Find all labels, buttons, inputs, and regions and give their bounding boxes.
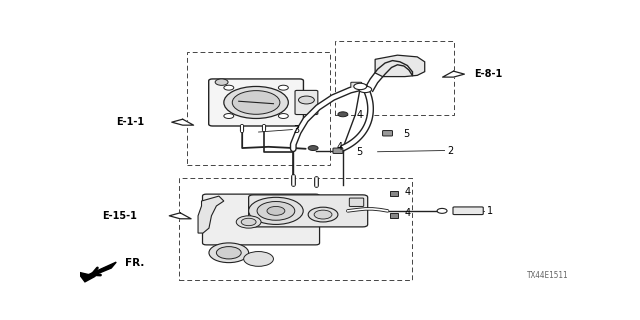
Text: 3: 3 bbox=[293, 124, 300, 135]
FancyBboxPatch shape bbox=[383, 131, 392, 136]
Circle shape bbox=[278, 114, 288, 118]
Circle shape bbox=[236, 216, 261, 228]
Polygon shape bbox=[443, 71, 465, 77]
Text: 5: 5 bbox=[403, 130, 410, 140]
Circle shape bbox=[298, 96, 314, 104]
FancyBboxPatch shape bbox=[349, 198, 364, 206]
Text: E-8-1: E-8-1 bbox=[474, 69, 502, 79]
Circle shape bbox=[232, 91, 280, 114]
Polygon shape bbox=[198, 196, 224, 233]
Circle shape bbox=[215, 79, 228, 85]
Text: E-1-1: E-1-1 bbox=[116, 117, 145, 127]
FancyBboxPatch shape bbox=[248, 195, 367, 227]
FancyBboxPatch shape bbox=[202, 194, 319, 245]
FancyBboxPatch shape bbox=[351, 82, 362, 89]
Bar bbox=[335, 41, 454, 115]
Polygon shape bbox=[172, 119, 193, 125]
Polygon shape bbox=[77, 272, 95, 282]
Text: 4: 4 bbox=[405, 208, 411, 218]
Circle shape bbox=[278, 85, 288, 90]
Circle shape bbox=[244, 252, 273, 266]
Circle shape bbox=[224, 114, 234, 118]
FancyBboxPatch shape bbox=[390, 213, 399, 218]
Circle shape bbox=[308, 146, 318, 150]
Bar bbox=[187, 52, 330, 165]
Circle shape bbox=[308, 207, 338, 222]
FancyBboxPatch shape bbox=[453, 207, 483, 215]
Text: 4: 4 bbox=[405, 188, 411, 197]
Text: 2: 2 bbox=[447, 146, 453, 156]
Polygon shape bbox=[84, 262, 116, 279]
Text: 4: 4 bbox=[356, 110, 362, 120]
Text: FR.: FR. bbox=[125, 258, 144, 268]
Circle shape bbox=[248, 197, 303, 224]
FancyBboxPatch shape bbox=[333, 148, 343, 154]
Polygon shape bbox=[375, 55, 425, 76]
Circle shape bbox=[224, 86, 288, 118]
Circle shape bbox=[224, 85, 234, 90]
Circle shape bbox=[267, 206, 285, 215]
Circle shape bbox=[354, 83, 367, 90]
Circle shape bbox=[437, 208, 447, 213]
FancyBboxPatch shape bbox=[209, 79, 303, 126]
Polygon shape bbox=[169, 213, 191, 219]
Text: TX44E1511: TX44E1511 bbox=[527, 271, 568, 280]
Text: 4: 4 bbox=[337, 142, 342, 152]
Circle shape bbox=[209, 243, 248, 263]
Text: 5: 5 bbox=[356, 147, 362, 157]
Circle shape bbox=[257, 202, 295, 220]
Bar bbox=[179, 178, 412, 280]
FancyBboxPatch shape bbox=[295, 90, 318, 115]
Circle shape bbox=[241, 218, 256, 226]
Circle shape bbox=[338, 112, 348, 117]
Text: 1: 1 bbox=[486, 206, 493, 216]
Circle shape bbox=[314, 210, 332, 219]
Circle shape bbox=[216, 247, 241, 259]
Text: E-15-1: E-15-1 bbox=[102, 211, 137, 221]
Circle shape bbox=[359, 86, 372, 92]
FancyBboxPatch shape bbox=[390, 191, 399, 196]
